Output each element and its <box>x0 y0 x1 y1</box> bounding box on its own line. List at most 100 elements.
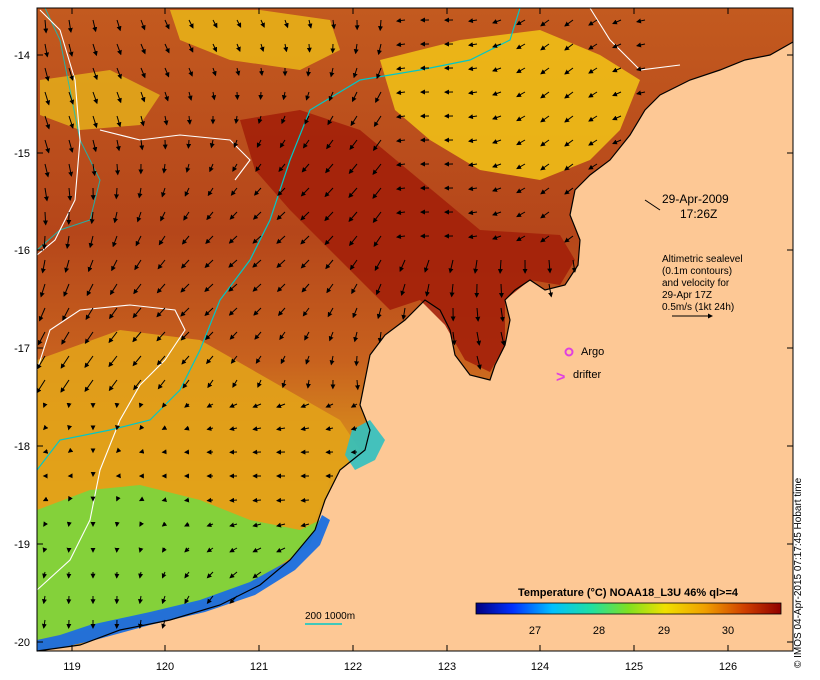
velocity-arrow <box>116 67 122 80</box>
velocity-arrow <box>257 379 262 388</box>
velocity-arrow <box>137 187 143 199</box>
velocity-arrow <box>180 307 190 317</box>
bathymetry-label: 200 1000m <box>305 611 355 622</box>
velocity-arrow <box>276 547 286 553</box>
velocity-arrow <box>209 163 214 173</box>
velocity-arrow <box>188 43 194 53</box>
lat-tick-label: -18 <box>14 441 30 453</box>
velocity-arrow <box>44 115 51 130</box>
velocity-arrow <box>324 187 334 198</box>
velocity-arrow <box>278 163 286 173</box>
velocity-arrow <box>206 402 214 408</box>
velocity-arrow <box>140 115 145 127</box>
plot-frame <box>36 7 794 652</box>
sealevel-contour-1 <box>36 9 81 256</box>
velocity-arrow <box>468 18 478 24</box>
velocity-arrow <box>133 283 142 295</box>
velocity-arrow <box>372 187 382 199</box>
velocity-arrow <box>373 115 382 127</box>
velocity-arrow <box>277 187 286 196</box>
velocity-arrow <box>259 43 265 52</box>
velocity-arrow <box>229 522 238 528</box>
velocity-arrow <box>186 139 192 149</box>
velocity-arrow <box>92 91 98 105</box>
velocity-arrow <box>108 355 118 368</box>
velocity-arrow <box>612 91 622 97</box>
velocity-arrow <box>42 571 48 579</box>
velocity-arrow <box>161 521 168 527</box>
lat-tick-label: -20 <box>14 637 30 649</box>
velocity-arrow <box>564 19 574 27</box>
velocity-arrow <box>137 619 143 629</box>
lat-tick-label: -16 <box>14 245 30 257</box>
velocity-arrow <box>281 379 287 389</box>
velocity-arrow <box>540 163 550 171</box>
velocity-arrow <box>516 91 526 98</box>
velocity-arrow <box>307 19 313 29</box>
velocity-arrow <box>372 139 382 151</box>
yellow-sst-patch-northwest <box>170 10 340 70</box>
velocity-arrow <box>138 402 144 409</box>
velocity-arrow <box>349 259 358 271</box>
velocity-arrow <box>253 187 262 196</box>
velocity-arrow <box>43 424 49 431</box>
sealevel-contour-3 <box>589 7 681 71</box>
velocity-arrow <box>183 211 190 221</box>
legend-line-5: 0.5m/s (1kt 24h) <box>662 302 734 313</box>
velocity-arrow <box>396 162 406 168</box>
velocity-arrow <box>304 115 310 125</box>
velocity-arrow <box>302 307 310 317</box>
bathymetry-legend: 200 1000m <box>305 611 355 625</box>
velocity-legend: Altimetric sealevel (0.1m contours) and … <box>662 254 743 319</box>
velocity-arrow <box>116 115 122 128</box>
velocity-arrow <box>468 162 478 168</box>
velocity-arrow <box>256 139 262 148</box>
velocity-arrow <box>116 19 122 32</box>
velocity-arrow <box>451 331 457 346</box>
velocity-arrow <box>67 187 73 201</box>
velocity-arrow <box>157 379 166 390</box>
velocity-arrow <box>500 331 506 346</box>
velocity-arrow <box>305 355 310 365</box>
velocity-arrow <box>448 259 454 274</box>
velocity-arrow <box>468 186 478 192</box>
velocity-arrow <box>229 571 238 579</box>
velocity-arrow <box>492 235 502 240</box>
colorbar-tick: 28 <box>593 625 605 637</box>
velocity-arrow <box>257 115 263 124</box>
velocity-arrow <box>492 43 502 48</box>
velocity-arrow <box>492 91 502 96</box>
velocity-arrow <box>206 522 214 528</box>
velocity-arrow <box>236 19 242 28</box>
velocity-arrow <box>516 43 526 50</box>
velocity-arrow <box>516 19 526 26</box>
lon-tick-label: 119 <box>63 661 81 673</box>
argo-icon <box>564 347 574 357</box>
velocity-arrow <box>63 283 70 297</box>
velocity-arrow <box>139 139 145 151</box>
velocity-arrow <box>325 403 334 408</box>
argo-label: Argo <box>581 346 604 358</box>
velocity-arrow <box>41 619 47 629</box>
velocity-arrow <box>229 403 238 408</box>
velocity-arrow <box>305 379 311 389</box>
velocity-arrow <box>277 307 286 317</box>
velocity-arrow <box>232 163 238 172</box>
velocity-arrow <box>252 211 262 220</box>
velocity-arrow <box>204 307 214 317</box>
velocity-arrow <box>112 235 118 248</box>
velocity-arrow <box>39 283 46 298</box>
drifter-marker: > drifter <box>556 369 601 386</box>
velocity-arrow <box>396 114 406 120</box>
velocity-arrow <box>232 379 238 388</box>
velocity-arrow <box>612 43 622 49</box>
velocity-arrow <box>352 307 358 319</box>
velocity-arrow <box>475 307 481 322</box>
velocity-arrow <box>396 90 406 96</box>
velocity-arrow <box>377 331 383 344</box>
velocity-arrow <box>516 235 526 242</box>
lon-tick-label: 123 <box>438 661 456 673</box>
velocity-arrow <box>41 595 47 605</box>
velocity-arrow <box>373 235 382 247</box>
velocity-arrow <box>396 18 406 24</box>
